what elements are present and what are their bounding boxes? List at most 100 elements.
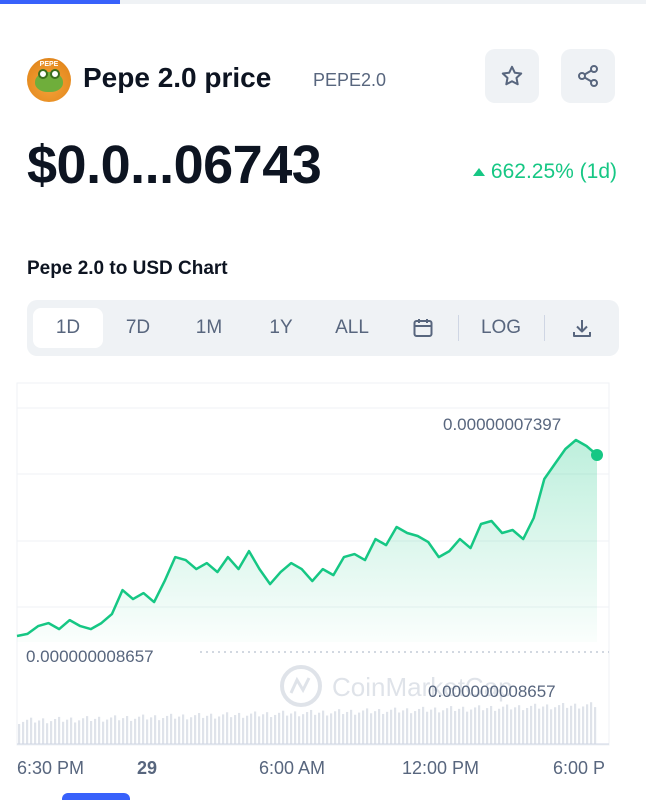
volume-bar <box>98 716 101 744</box>
volume-bar <box>346 711 349 744</box>
volume-bar <box>510 709 513 744</box>
watermark-text: CoinMarketCap <box>332 672 513 702</box>
bottom-active-tab-indicator <box>62 793 130 800</box>
volume-bar <box>506 704 509 744</box>
tab-1m[interactable]: 1M <box>195 317 223 338</box>
volume-bar <box>514 707 517 744</box>
volume-bar <box>138 716 141 744</box>
volume-bar <box>410 713 413 744</box>
volume-bar <box>498 708 501 744</box>
volume-bar <box>578 708 581 744</box>
tab-1d[interactable]: 1D <box>33 308 103 348</box>
volume-bar <box>154 715 157 744</box>
volume-bar <box>414 711 417 744</box>
volume-bar <box>130 720 133 744</box>
volume-bar <box>462 706 465 744</box>
volume-bar <box>478 705 481 744</box>
tab-1y[interactable]: 1Y <box>269 317 293 338</box>
volume-bar <box>538 708 541 744</box>
volume-bar <box>82 718 85 744</box>
volume-bar <box>318 712 321 744</box>
coin-logo-text: PEPE <box>39 61 59 68</box>
volume-bar <box>450 706 453 744</box>
volume-bar <box>158 720 161 744</box>
volume-bar <box>574 703 577 744</box>
share-button[interactable] <box>561 49 615 103</box>
volume-bar <box>406 708 409 744</box>
volume-bar <box>218 716 221 744</box>
volume-bar <box>342 714 345 744</box>
price-chart[interactable]: 0.00000007397 0.000000008657 CoinMarketC… <box>0 380 646 780</box>
volume-bar <box>382 713 385 744</box>
volume-bar <box>258 716 261 744</box>
volume-bar <box>202 717 205 744</box>
x-axis-ticks: 6:30 PM 29 6:00 AM 12:00 PM 6:00 P <box>17 758 605 778</box>
download-button[interactable] <box>560 308 604 348</box>
volume-bar <box>310 709 313 744</box>
volume-bar <box>418 708 421 744</box>
x-tick-label: 6:30 PM <box>17 758 84 778</box>
volume-bar <box>46 723 49 744</box>
volume-bar <box>186 719 189 744</box>
volume-bar <box>262 714 265 744</box>
volume-bar <box>434 707 437 744</box>
volume-bar <box>42 718 45 744</box>
volume-bar <box>190 717 193 744</box>
volume-bar <box>90 721 93 744</box>
volume-bar <box>214 718 217 744</box>
volume-bar <box>586 704 589 744</box>
volume-bar <box>150 717 153 744</box>
volume-bar <box>174 718 177 744</box>
volume-bar <box>390 709 393 744</box>
volume-bar <box>38 720 41 744</box>
volume-bar <box>34 722 37 744</box>
price-chart-svg[interactable]: 0.00000007397 0.000000008657 CoinMarketC… <box>0 380 646 780</box>
last-price-dot <box>591 449 603 462</box>
volume-bar <box>210 713 213 744</box>
volume-bar <box>18 724 21 744</box>
volume-bar <box>26 719 29 744</box>
star-icon <box>501 65 523 86</box>
volume-bar <box>330 713 333 744</box>
volume-bar <box>446 708 449 744</box>
progress-fill <box>0 0 121 4</box>
tab-separator <box>544 315 545 341</box>
watchlist-star-button[interactable] <box>485 49 539 103</box>
volume-bar <box>134 718 137 744</box>
log-scale-toggle[interactable]: LOG <box>480 317 522 338</box>
volume-bar <box>254 711 257 744</box>
volume-bar <box>266 712 269 744</box>
volume-bar <box>546 704 549 744</box>
volume-bar <box>246 715 249 744</box>
volume-bar <box>326 715 329 744</box>
page-progress-bar <box>0 0 646 4</box>
date-range-button[interactable] <box>401 308 445 348</box>
volume-bar <box>438 712 441 744</box>
volume-bar <box>562 702 565 744</box>
volume-bar <box>358 712 361 744</box>
volume-bar <box>242 717 245 744</box>
low-price-label: 0.000000008657 <box>26 647 154 666</box>
volume-bar <box>526 707 529 744</box>
volume-bar <box>194 715 197 744</box>
tab-all[interactable]: ALL <box>335 317 369 338</box>
volume-bar <box>270 717 273 744</box>
volume-bar <box>534 703 537 744</box>
volume-bar <box>350 709 353 744</box>
volume-bar <box>110 717 113 744</box>
volume-bar <box>570 705 573 744</box>
volume-bar <box>182 714 185 744</box>
volume-bar <box>66 719 69 744</box>
volume-bar <box>294 711 297 744</box>
calendar-icon <box>413 319 433 337</box>
price-change-value: 662.25% (1d) <box>490 160 617 183</box>
tab-7d[interactable]: 7D <box>125 317 151 338</box>
volume-bar <box>162 718 165 744</box>
volume-bar <box>126 716 129 744</box>
volume-bar <box>234 715 237 744</box>
volume-bar <box>238 712 241 744</box>
price-area <box>17 440 597 642</box>
volume-bars <box>18 702 597 744</box>
volume-bar <box>362 710 365 744</box>
coin-price: $0.0...06743 <box>27 135 322 195</box>
